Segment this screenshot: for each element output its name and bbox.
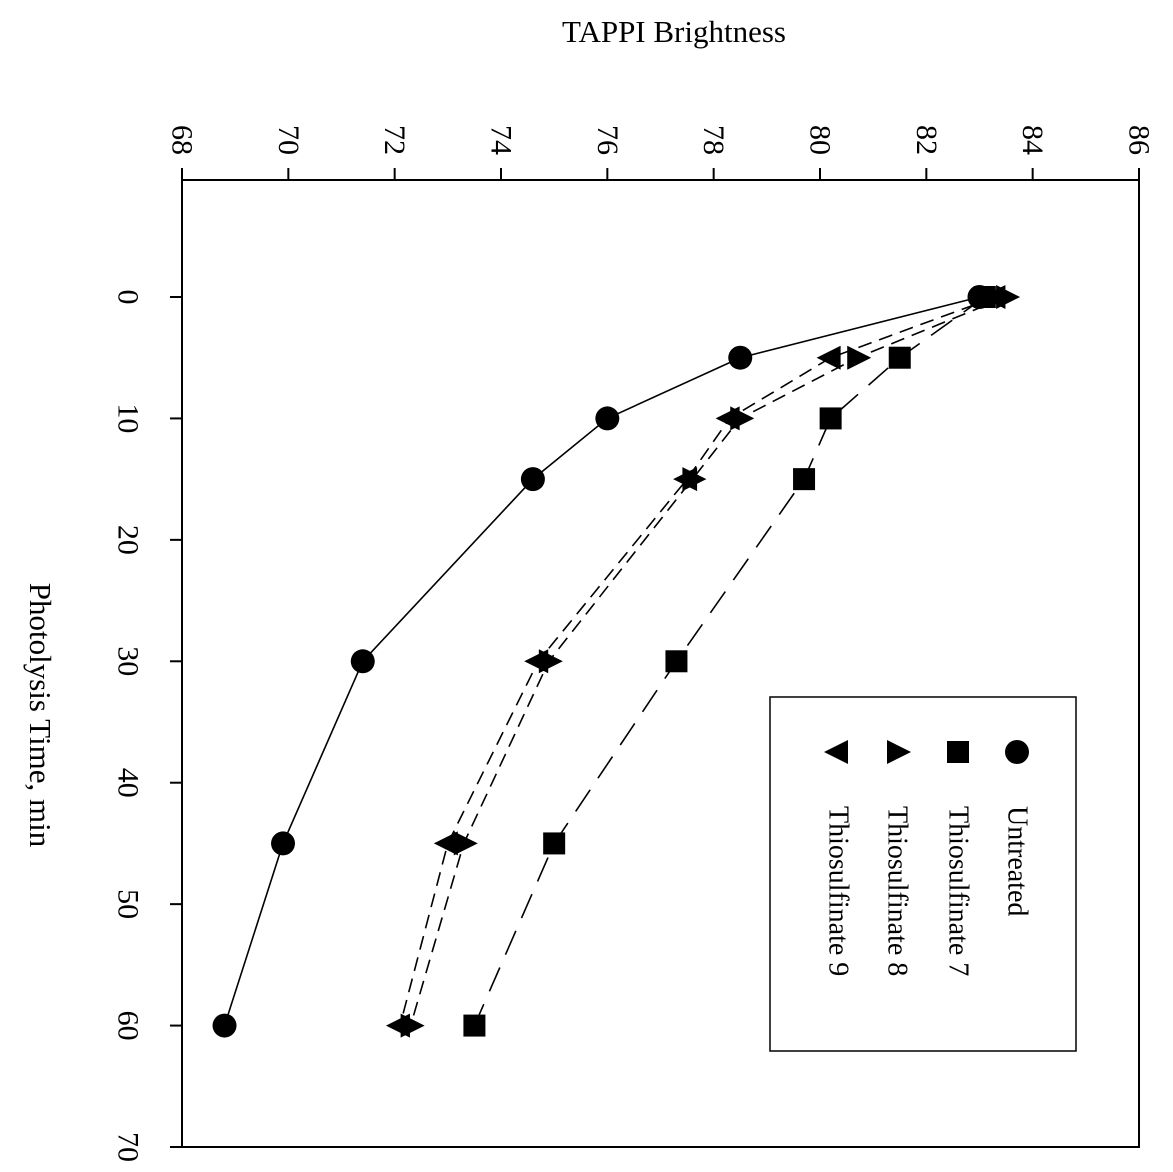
series-layer: [212, 285, 1021, 1038]
time-ticks: 0 10 20 30 40 50 60 70: [112, 290, 182, 1162]
x-axis-title: Photolysis Time, min: [23, 583, 58, 848]
brightness-tick-label: 68: [166, 125, 199, 155]
brightness-tick-label: 86: [1123, 125, 1156, 155]
series-thiosulfinate-9: [385, 285, 1006, 1038]
legend-marker-circle: [1005, 740, 1029, 764]
brightness-tick-label: 80: [804, 125, 837, 155]
data-point: [524, 649, 549, 674]
data-point: [888, 346, 911, 369]
legend-label: Untreated: [1002, 806, 1033, 916]
time-tick-label: 0: [112, 290, 145, 305]
series-thiosulfinate-7: [463, 286, 996, 1037]
data-point: [793, 468, 816, 491]
data-point: [819, 407, 842, 430]
y-axis-title: TAPPI Brightness: [562, 14, 786, 49]
legend-label: Thiosulfinate 9: [823, 806, 854, 976]
data-point: [715, 406, 740, 431]
data-point: [350, 649, 375, 674]
brightness-tick-label: 70: [272, 125, 305, 155]
brightness-tick-label: 84: [1016, 125, 1049, 155]
data-point: [543, 832, 566, 855]
legend: Untreated Thiosulfinate 7 Thiosulfinate 8 T…: [769, 696, 1077, 1052]
brightness-ticks: 68 70 72 74 76 78 80 82 84 86: [166, 125, 1156, 180]
data-point: [665, 650, 688, 673]
legend-label: Thiosulfinate 7: [943, 806, 974, 976]
data-point: [728, 345, 753, 370]
time-tick-label: 60: [112, 1011, 145, 1041]
time-tick-label: 40: [112, 768, 145, 798]
data-point: [433, 831, 458, 856]
brightness-tick-label: 82: [910, 125, 943, 155]
data-point: [816, 345, 841, 370]
data-point: [595, 406, 620, 431]
legend-marker-triangle-left: [824, 740, 848, 764]
data-point: [463, 1014, 486, 1037]
data-point: [453, 831, 478, 856]
time-tick-label: 30: [112, 646, 145, 676]
legend-marker-square: [947, 741, 969, 763]
legend-label: Thiosulfinate 8: [882, 806, 913, 976]
time-tick-label: 20: [112, 525, 145, 555]
time-tick-label: 70: [112, 1132, 145, 1162]
legend-marker-triangle-right: [887, 740, 911, 764]
time-tick-label: 50: [112, 889, 145, 919]
brightness-tick-label: 72: [378, 125, 411, 155]
data-point: [673, 467, 698, 492]
brightness-tick-label: 76: [591, 125, 624, 155]
data-point: [271, 831, 296, 856]
legend-items: Untreated Thiosulfinate 7 Thiosulfinate 8 T…: [823, 740, 1033, 976]
brightness-tick-label: 78: [697, 125, 730, 155]
data-point: [520, 467, 545, 492]
data-point: [847, 345, 872, 370]
data-point: [981, 285, 1006, 309]
brightness-tick-label: 74: [485, 125, 518, 155]
time-tick-label: 10: [112, 403, 145, 433]
plot-frame: [181, 179, 1140, 1148]
data-point: [385, 1013, 410, 1038]
data-point: [212, 1013, 237, 1038]
